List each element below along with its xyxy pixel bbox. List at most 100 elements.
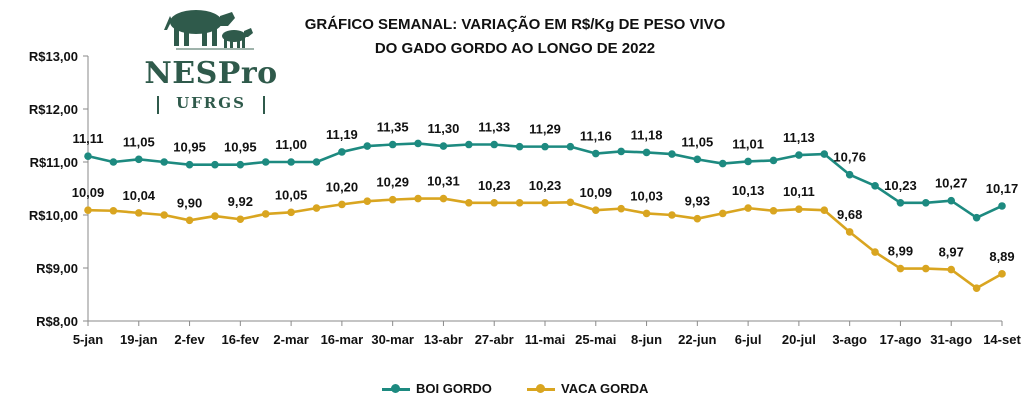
x-tick-label: 2-mar (273, 332, 308, 347)
series-line-vaca-gorda (87, 197, 1003, 290)
x-tick-label: 13-abr (424, 332, 463, 347)
point-boi-gordo (541, 142, 549, 151)
x-tick-label: 6-jul (735, 332, 762, 347)
point-boi-gordo (972, 213, 981, 222)
y-tick-label: R$10,00 (29, 208, 78, 223)
point-vaca-gorda (998, 270, 1006, 278)
point-vaca-gorda (922, 264, 930, 273)
point-vaca-gorda (363, 197, 372, 206)
point-vaca-gorda (896, 264, 905, 273)
point-vaca-gorda (541, 199, 549, 207)
point-boi-gordo (160, 158, 168, 166)
data-label-boi-gordo: 11,35 (377, 120, 409, 135)
point-boi-gordo (236, 160, 245, 169)
data-label-vaca-gorda: 10,09 (580, 185, 613, 200)
series-layer (84, 139, 1006, 292)
point-boi-gordo (795, 151, 803, 159)
data-label-boi-gordo: 10,95 (224, 140, 257, 155)
data-label-boi-gordo: 10,95 (173, 140, 206, 155)
point-boi-gordo (261, 158, 270, 166)
data-label-boi-gordo: 10,27 (935, 176, 968, 191)
point-boi-gordo (566, 142, 575, 151)
point-vaca-gorda (338, 200, 346, 209)
point-boi-gordo (312, 158, 321, 166)
data-label-vaca-gorda: 10,03 (630, 188, 663, 203)
data-label-vaca-gorda: 10,23 (478, 178, 511, 193)
x-axis: 5-jan 19-jan 2-fev 16-fev 2-mar 16-mar 30-mar 1… (73, 320, 1021, 347)
data-labels-layer: 11,11 11,05 10,95 10,95 11,00 11,19 11,35 11,30… (72, 120, 1019, 264)
point-vaca-gorda (845, 228, 854, 236)
x-tick-label: 27-abr (475, 332, 514, 347)
point-vaca-gorda (515, 199, 524, 207)
data-label-boi-gordo: 11,30 (428, 121, 460, 136)
point-vaca-gorda (591, 206, 600, 215)
point-vaca-gorda (414, 194, 422, 203)
point-boi-gordo (718, 159, 727, 168)
x-tick-label: 16-mar (321, 332, 364, 347)
x-tick-label: 30-mar (371, 332, 414, 347)
point-vaca-gorda (871, 248, 879, 256)
point-vaca-gorda (109, 206, 118, 215)
data-label-boi-gordo: 11,18 (631, 127, 663, 142)
point-boi-gordo (947, 196, 956, 205)
point-boi-gordo (465, 140, 473, 149)
data-label-boi-gordo: 11,19 (326, 127, 358, 142)
x-tick-label: 16-fev (222, 332, 260, 347)
data-label-vaca-gorda: 10,23 (529, 178, 562, 193)
x-tick-label: 22-jun (678, 332, 716, 347)
data-label-vaca-gorda: 9,93 (685, 194, 710, 209)
point-boi-gordo (769, 156, 778, 165)
x-tick-label: 19-jan (120, 332, 158, 347)
point-vaca-gorda (769, 206, 778, 215)
point-vaca-gorda (566, 198, 575, 207)
point-boi-gordo (338, 148, 346, 156)
data-label-boi-gordo: 11,13 (783, 130, 815, 145)
data-label-boi-gordo: 11,01 (732, 136, 764, 151)
point-vaca-gorda (718, 209, 727, 218)
logo-divider-left (157, 96, 159, 114)
point-boi-gordo (211, 160, 219, 169)
point-vaca-gorda (947, 265, 956, 274)
point-vaca-gorda (134, 209, 143, 217)
point-vaca-gorda (312, 204, 321, 212)
point-vaca-gorda (465, 199, 473, 207)
point-vaca-gorda (490, 199, 499, 207)
point-vaca-gorda (185, 216, 194, 225)
chart-subtitle: DO GADO GORDO AO LONGO DE 2022 (374, 40, 656, 57)
point-boi-gordo (388, 140, 397, 149)
point-boi-gordo (591, 149, 600, 158)
point-vaca-gorda (668, 211, 676, 219)
point-boi-gordo (134, 155, 143, 164)
point-vaca-gorda (261, 210, 270, 218)
point-vaca-gorda (972, 284, 981, 292)
point-boi-gordo (845, 170, 854, 179)
data-label-vaca-gorda: 9,92 (228, 194, 253, 209)
point-vaca-gorda (642, 209, 651, 218)
point-vaca-gorda (693, 214, 702, 223)
y-tick-label: R$13,00 (29, 49, 78, 64)
x-tick-label: 31-ago (930, 332, 972, 347)
point-boi-gordo (998, 202, 1006, 210)
y-tick-label: R$9,00 (36, 261, 78, 276)
point-boi-gordo (490, 140, 499, 149)
legend-marker-vaca (536, 384, 545, 393)
point-boi-gordo (439, 142, 448, 150)
legend-label-vaca: VACA GORDA (561, 381, 649, 396)
point-boi-gordo (109, 158, 118, 166)
point-vaca-gorda (236, 215, 245, 224)
point-vaca-gorda (388, 195, 397, 204)
x-tick-label: 3-ago (832, 332, 867, 347)
logo-divider-right (263, 96, 265, 114)
legend-label-boi: BOI GORDO (416, 381, 492, 396)
logo-name: NESPro (144, 56, 278, 91)
y-axis: R$13,00 R$12,00 R$11,00 R$10,00 R$9,00 R$8,00 (29, 49, 89, 329)
point-boi-gordo (668, 150, 676, 158)
point-boi-gordo (84, 152, 92, 160)
point-boi-gordo (185, 160, 194, 169)
point-vaca-gorda (84, 206, 92, 215)
point-boi-gordo (693, 155, 702, 164)
data-label-boi-gordo: 10,76 (833, 150, 866, 165)
point-vaca-gorda (617, 204, 625, 213)
data-label-vaca-gorda: 10,31 (427, 174, 460, 189)
